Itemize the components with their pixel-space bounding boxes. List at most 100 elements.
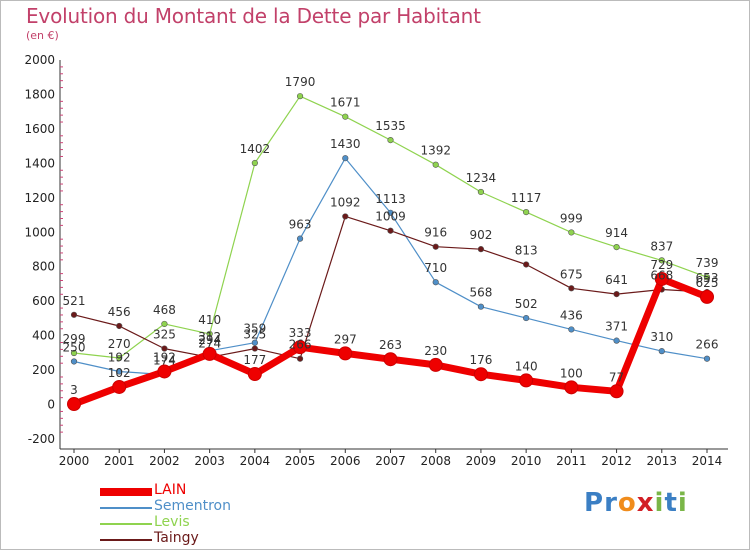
y-tick-label: 1600 <box>24 122 55 136</box>
legend-swatch <box>100 507 152 509</box>
data-label: 456 <box>108 305 131 319</box>
data-label: 274 <box>198 336 221 350</box>
data-point <box>202 346 217 361</box>
data-label: 729 <box>650 258 673 272</box>
y-tick-label: 1400 <box>24 156 55 170</box>
data-point <box>654 271 669 286</box>
x-tick-label: 2011 <box>556 454 587 468</box>
data-label: 902 <box>469 228 492 242</box>
x-tick-label: 2014 <box>692 454 723 468</box>
data-label: 371 <box>605 320 628 334</box>
legend-label: LAIN <box>154 482 187 498</box>
data-label: 641 <box>605 273 628 287</box>
data-label: 653 <box>696 271 719 285</box>
data-point <box>70 311 78 318</box>
data-label: 192 <box>153 350 176 364</box>
x-tick-label: 2003 <box>194 454 225 468</box>
x-tick-label: 2000 <box>59 454 90 468</box>
legend-label: Levis <box>154 514 190 530</box>
data-label: 310 <box>650 330 673 344</box>
data-point <box>116 354 123 362</box>
data-label: 192 <box>108 350 131 364</box>
data-point <box>432 279 439 286</box>
data-point <box>519 373 534 388</box>
x-tick-label: 2002 <box>149 454 180 468</box>
data-label: 1392 <box>420 144 451 158</box>
data-point <box>247 367 262 382</box>
data-label: 176 <box>469 353 492 367</box>
data-point <box>116 368 123 375</box>
y-tick-label: 800 <box>32 260 55 274</box>
logo-letter: t <box>664 488 678 518</box>
data-label: 263 <box>379 338 402 352</box>
data-point <box>703 274 711 281</box>
data-label: 325 <box>153 328 176 342</box>
data-label: 625 <box>696 276 719 290</box>
data-point <box>477 188 485 196</box>
logo-letter: o <box>617 488 637 518</box>
y-tick-label: 600 <box>32 294 55 308</box>
data-point <box>428 357 443 372</box>
data-label: 266 <box>696 338 719 352</box>
data-label: 3 <box>70 383 78 397</box>
x-tick-label: 2010 <box>511 454 542 468</box>
data-label: 668 <box>650 268 673 282</box>
data-label: 359 <box>243 322 266 336</box>
data-point <box>477 246 485 253</box>
data-label: 77 <box>609 370 624 384</box>
y-tick-label: 1800 <box>24 87 55 101</box>
data-label: 410 <box>198 313 221 327</box>
x-tick-label: 2009 <box>466 454 497 468</box>
y-tick-label: 400 <box>32 329 55 343</box>
data-point <box>296 235 304 242</box>
data-point <box>568 229 575 236</box>
data-point <box>432 161 439 168</box>
data-label: 174 <box>153 354 176 368</box>
y-tick-label: 1000 <box>24 225 55 239</box>
data-point <box>473 367 488 382</box>
data-label: 1117 <box>511 191 542 205</box>
y-tick-label: 0 <box>47 398 55 412</box>
legend-swatch <box>100 539 152 541</box>
data-label: 1402 <box>240 142 271 156</box>
data-label: 521 <box>63 294 86 308</box>
data-point <box>658 348 665 355</box>
data-point <box>293 340 308 355</box>
data-point <box>568 326 575 333</box>
data-label: 1234 <box>466 171 497 185</box>
data-point <box>523 209 530 216</box>
data-point <box>387 137 394 144</box>
data-label: 436 <box>560 308 583 322</box>
data-label: 1430 <box>330 137 361 151</box>
data-label: 963 <box>289 218 312 232</box>
y-tick-label: -200 <box>28 432 55 446</box>
data-point <box>613 337 620 344</box>
data-label: 813 <box>515 243 538 257</box>
data-point <box>157 364 172 379</box>
data-label: 100 <box>560 366 583 380</box>
chart-title: Evolution du Montant de la Dette par Hab… <box>26 4 481 28</box>
x-tick-label: 2007 <box>375 454 406 468</box>
x-tick-label: 2004 <box>240 454 271 468</box>
data-point <box>613 291 620 298</box>
data-point <box>338 346 353 361</box>
x-tick-label: 2013 <box>647 454 678 468</box>
data-label: 230 <box>424 344 447 358</box>
legend-swatch <box>100 488 152 496</box>
data-point <box>342 155 349 162</box>
logo-letter: r <box>604 488 618 518</box>
logo-letter: P <box>584 488 605 518</box>
x-tick-label: 2001 <box>104 454 135 468</box>
data-point <box>432 243 439 250</box>
data-label: 325 <box>243 328 266 342</box>
data-point <box>383 352 398 367</box>
data-point <box>658 257 665 264</box>
data-label: 294 <box>198 333 221 347</box>
x-tick-label: 2005 <box>285 454 316 468</box>
data-point <box>523 261 530 268</box>
data-point <box>116 322 123 330</box>
data-point <box>568 285 575 292</box>
data-label: 140 <box>515 359 538 373</box>
data-label: 270 <box>108 337 131 351</box>
